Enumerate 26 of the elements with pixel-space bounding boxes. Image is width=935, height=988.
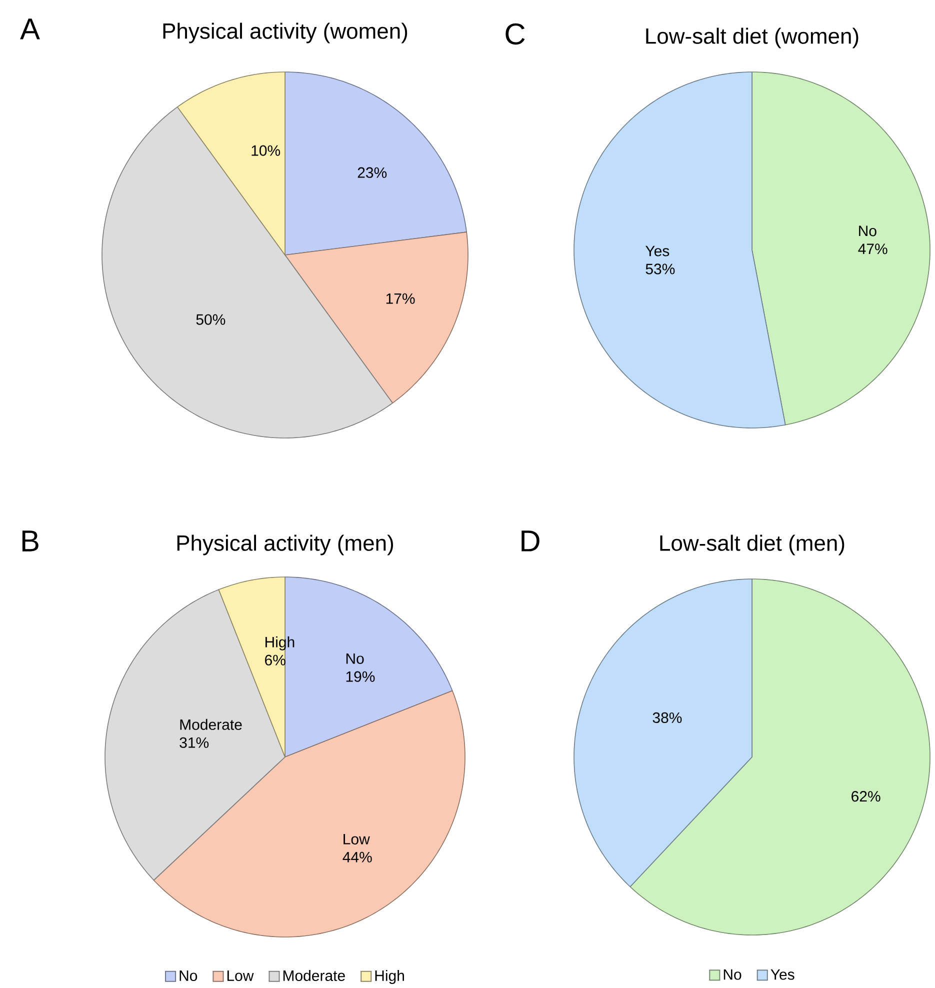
data-label: Yes 53% xyxy=(646,246,675,274)
text: D xyxy=(522,530,540,552)
legend-label: Yes xyxy=(770,969,794,980)
text: A xyxy=(20,18,40,40)
legend-label: No xyxy=(180,970,198,982)
data-label: No 19% xyxy=(346,653,375,682)
chart-title: Low-salt diet (women) xyxy=(646,28,858,48)
data-label: Low 44% xyxy=(342,834,372,862)
data-label: High 6% xyxy=(265,636,294,666)
data-label: 62% xyxy=(852,791,880,802)
chart-title: Physical activity (men) xyxy=(177,534,394,556)
data-label: 38% xyxy=(652,712,682,723)
data-label: 23% xyxy=(358,167,387,178)
chart-title: Physical activity (women) xyxy=(163,22,408,44)
text: C xyxy=(506,23,525,45)
data-label: 17% xyxy=(386,293,415,304)
data-label: Moderate 31% xyxy=(180,718,242,748)
legend-label: No xyxy=(724,969,742,980)
text: B xyxy=(22,530,38,552)
data-label: 10% xyxy=(252,145,280,156)
legend-label: Low xyxy=(227,970,254,982)
data-label: 50% xyxy=(196,314,226,325)
data-label: No 47% xyxy=(858,226,888,254)
legend-label: Moderate xyxy=(283,970,345,982)
legend-label: High xyxy=(375,970,404,984)
chart-title: Low-salt diet (men) xyxy=(660,534,844,556)
